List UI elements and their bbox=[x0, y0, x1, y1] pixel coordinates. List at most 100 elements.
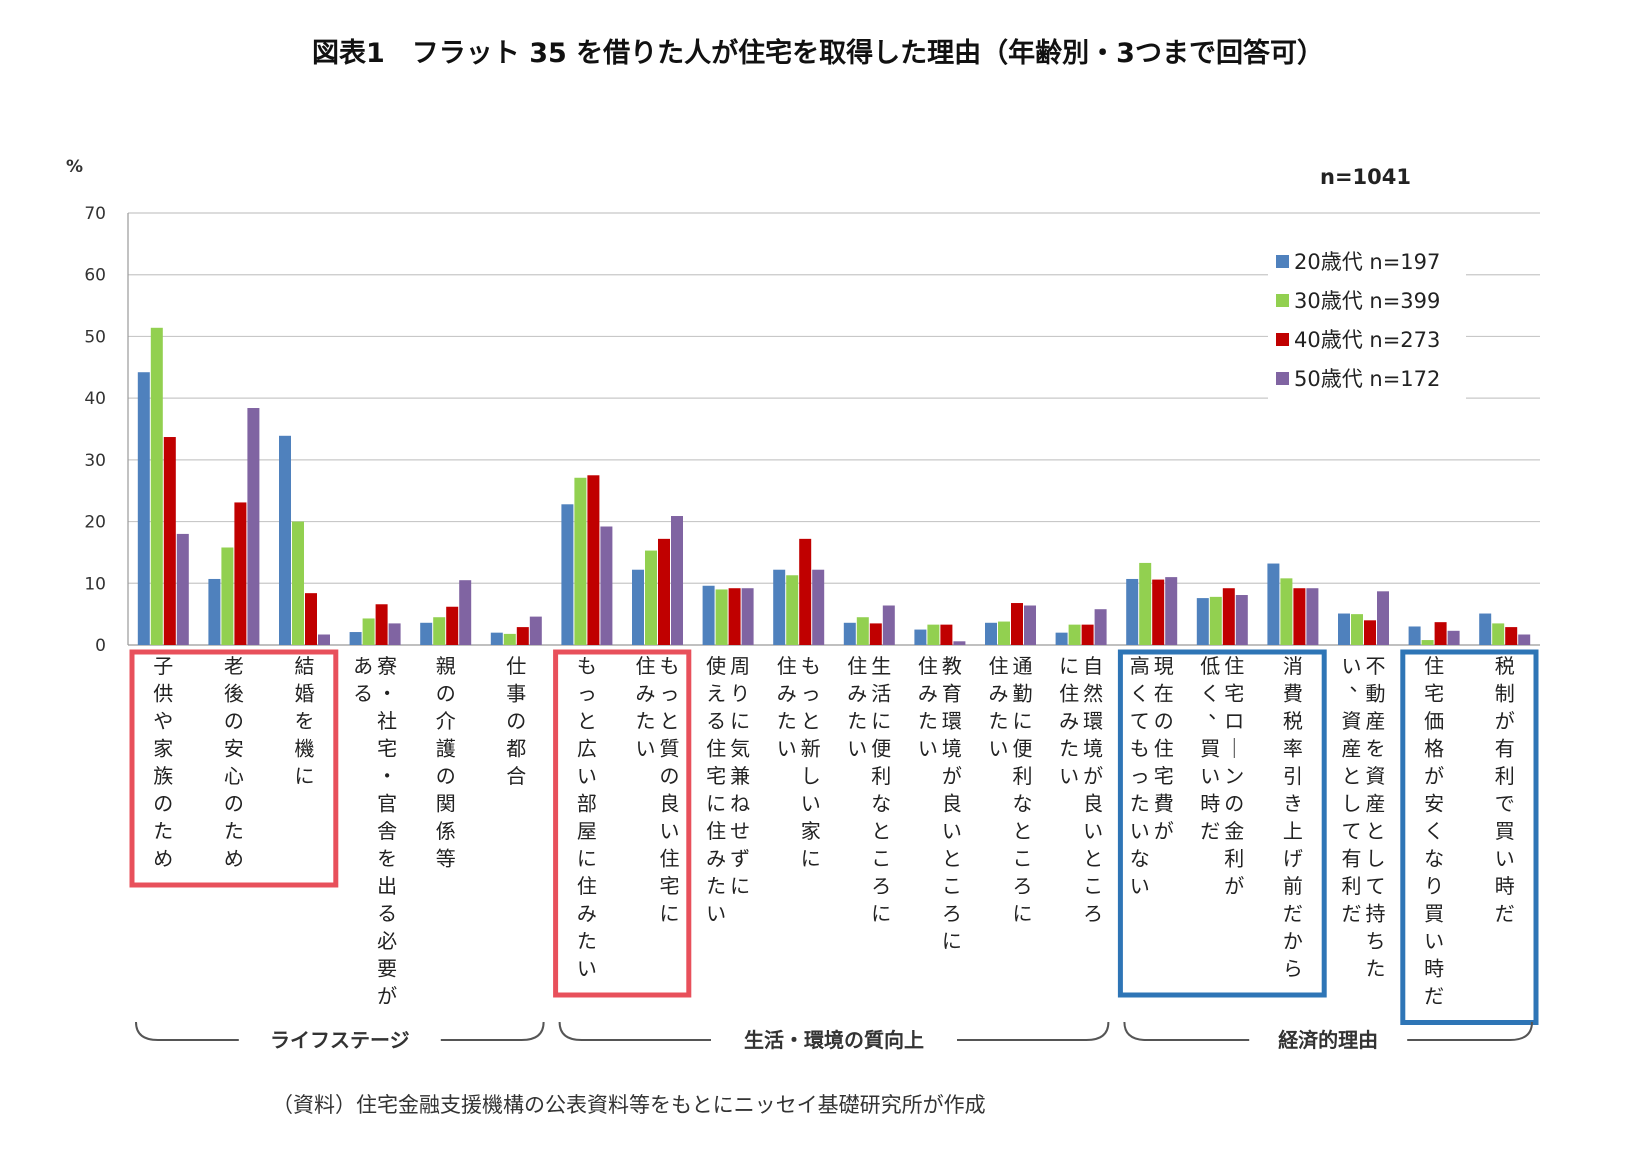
bar bbox=[1126, 578, 1139, 645]
bar bbox=[163, 437, 176, 645]
bar bbox=[812, 569, 825, 645]
bar bbox=[728, 588, 741, 645]
bar bbox=[1280, 578, 1293, 645]
bar bbox=[1165, 577, 1178, 645]
bar bbox=[420, 622, 433, 645]
bar bbox=[1306, 588, 1319, 645]
legend-swatch bbox=[1276, 372, 1289, 385]
bar bbox=[882, 605, 895, 645]
y-tick-label: 70 bbox=[84, 204, 106, 224]
bar bbox=[574, 477, 587, 645]
bar bbox=[927, 624, 940, 645]
category-label-column: い、資産として有利だ bbox=[1342, 654, 1370, 926]
bar bbox=[1364, 620, 1376, 645]
highlight-box bbox=[129, 649, 339, 888]
bar bbox=[1139, 562, 1152, 645]
bar bbox=[1068, 624, 1081, 645]
bar bbox=[856, 617, 869, 645]
group-brace: ライフステージ bbox=[135, 1021, 545, 1052]
category-label-column: もっと質の良い住宅に bbox=[660, 654, 680, 926]
legend-swatch bbox=[1276, 255, 1289, 268]
legend-label: 50歳代 n=172 bbox=[1294, 367, 1440, 391]
group-label: 経済的理由 bbox=[1278, 1028, 1378, 1052]
highlight-box bbox=[553, 649, 692, 998]
category-label: 消費税率引き上げ前だから bbox=[1283, 654, 1303, 981]
category-label-column: 住宅価格が安くなり買い時だ bbox=[1424, 654, 1444, 1008]
category-label-column: 使える住宅に住みたい bbox=[706, 654, 726, 926]
category-label-column: 仕事の都合 bbox=[506, 654, 526, 788]
category-label-column: ある bbox=[353, 654, 373, 706]
bar bbox=[503, 633, 516, 645]
bar bbox=[671, 516, 683, 645]
bar bbox=[587, 475, 600, 645]
category-label-column: に住みたい bbox=[1059, 654, 1079, 788]
legend-label: 20歳代 n=197 bbox=[1294, 250, 1440, 274]
bar bbox=[1351, 614, 1363, 645]
group-label: ライフステージ bbox=[270, 1028, 410, 1052]
bar bbox=[1024, 605, 1036, 645]
bar bbox=[529, 616, 542, 645]
category-label-column: 教育環境が良いところに bbox=[942, 654, 962, 953]
bar bbox=[137, 372, 150, 645]
y-axis-unit: % bbox=[66, 157, 83, 177]
legend-item: 40歳代 n=273 bbox=[1276, 328, 1440, 352]
category-label-column: 税制が有利で買い時だ bbox=[1495, 654, 1515, 926]
category-label-column: 高くてもったいない bbox=[1130, 654, 1150, 898]
category-label-column: 自然環境が良いところ bbox=[1083, 654, 1103, 926]
bar bbox=[786, 575, 799, 645]
legend-item: 20歳代 n=197 bbox=[1276, 250, 1440, 274]
category-label-column: 住みたい bbox=[918, 654, 938, 761]
bar bbox=[516, 627, 529, 645]
category-label-column: 住みたい bbox=[847, 654, 867, 761]
highlight-box bbox=[1117, 649, 1327, 998]
highlight-box bbox=[1400, 649, 1539, 1025]
legend-swatch bbox=[1276, 333, 1289, 346]
y-tick-label: 40 bbox=[84, 389, 106, 409]
bar bbox=[459, 580, 472, 645]
bar bbox=[1492, 623, 1505, 645]
y-tick-label: 50 bbox=[84, 327, 106, 347]
category-label-column: 不動産を資産として持ちた bbox=[1366, 654, 1386, 981]
group-brace: 経済的理由 bbox=[1123, 1021, 1533, 1052]
bar bbox=[1434, 622, 1447, 645]
total-n-label: n=1041 bbox=[1320, 165, 1411, 189]
category-label: 結婚を機に bbox=[295, 654, 315, 788]
y-tick-label: 20 bbox=[84, 513, 106, 533]
bar bbox=[998, 621, 1010, 645]
category-label-column: 親の介護の関係等 bbox=[436, 654, 456, 871]
bar bbox=[362, 618, 375, 645]
bar bbox=[1408, 626, 1421, 645]
legend-background bbox=[1268, 240, 1466, 402]
bar bbox=[1505, 627, 1518, 645]
bar bbox=[1222, 588, 1235, 645]
category-label: 老後の安心のため bbox=[224, 654, 244, 871]
category-label-column: 低く、買い時だ bbox=[1200, 654, 1228, 843]
source-note: （資料）住宅金融支援機構の公表資料等をもとにニッセイ基礎研究所が作成 bbox=[272, 1093, 986, 1117]
bar bbox=[375, 604, 388, 645]
category-label-column: 通勤に便利なところに bbox=[1013, 654, 1033, 926]
bar bbox=[869, 623, 882, 645]
bar bbox=[1267, 563, 1280, 645]
bar bbox=[1293, 588, 1306, 645]
bar bbox=[221, 547, 234, 645]
bar bbox=[446, 606, 459, 645]
bar bbox=[632, 569, 644, 645]
bar bbox=[305, 593, 317, 645]
bar bbox=[433, 617, 446, 645]
bar bbox=[914, 629, 927, 645]
category-label-column: 寮・社宅・官舎を出る必要が bbox=[377, 654, 397, 1008]
bar bbox=[176, 533, 189, 645]
bar bbox=[1196, 598, 1209, 645]
bar bbox=[1094, 609, 1107, 645]
category-label-column: 消費税率引き上げ前だから bbox=[1283, 654, 1303, 981]
category-label: 子供や家族のため bbox=[153, 654, 173, 871]
bar bbox=[1338, 613, 1350, 645]
category-label-column: 周りに気兼ねせずに bbox=[730, 654, 750, 898]
